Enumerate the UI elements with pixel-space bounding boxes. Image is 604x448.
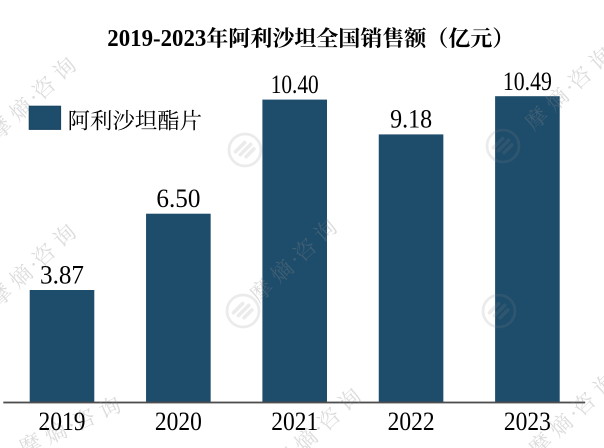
- svg-text:9.18: 9.18: [390, 105, 432, 134]
- svg-text:2021: 2021: [271, 407, 318, 436]
- svg-text:2023: 2023: [504, 407, 551, 436]
- svg-text:2020: 2020: [155, 407, 202, 436]
- svg-text:6.50: 6.50: [156, 184, 200, 213]
- svg-text:3.87: 3.87: [40, 261, 84, 290]
- svg-text:2019: 2019: [39, 407, 86, 436]
- svg-text:2019-2023: 2019-2023: [107, 25, 206, 52]
- svg-text:10.40: 10.40: [271, 70, 319, 99]
- svg-text:2022: 2022: [388, 407, 435, 436]
- svg-text:10.49: 10.49: [503, 67, 552, 96]
